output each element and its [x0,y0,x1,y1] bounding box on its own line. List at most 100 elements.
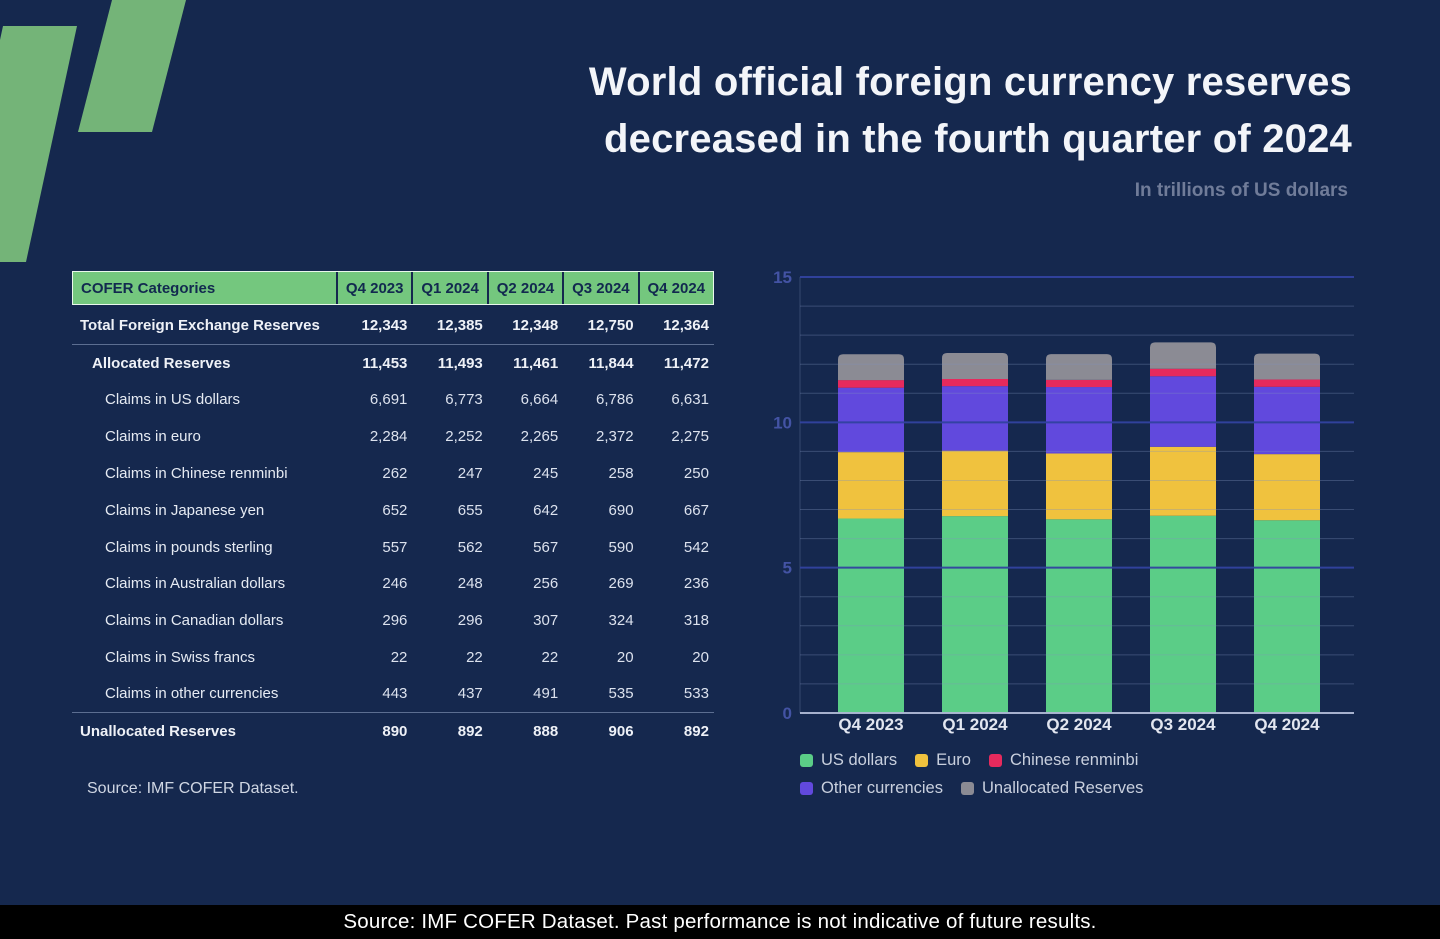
bar-segment-unallocated-reserves [1254,353,1320,380]
header-cell-quarter: Q4 2024 [637,272,713,304]
legend-item-euro: Euro [915,751,971,770]
cell-value: 6,691 [369,391,408,409]
bar-segment-other-currencies [838,387,904,453]
cell-value: 247 [457,465,483,483]
y-axis-label: 5 [783,559,792,578]
bar-segment-us-dollars [1254,520,1320,713]
cell-value: 256 [533,575,559,593]
cell-value: 12,364 [663,317,709,335]
cell-value: 6,786 [596,391,634,409]
cell-value: 690 [608,501,634,519]
bar-segment-other-currencies [1150,376,1216,447]
bar-segment-us-dollars [1046,519,1112,713]
cell-value: 567 [533,538,559,556]
cell-value: 890 [382,722,408,740]
legend-label: Euro [936,751,971,769]
table-header-row: COFER Categories Q4 2023 Q1 2024 Q2 2024 Q3 … [72,271,714,305]
table-row: Claims in Australian dollars 246 248 256 269… [72,566,714,603]
cell-value: 667 [683,501,709,519]
legend-swatch-icon [960,782,974,795]
cell-value: 262 [382,465,408,483]
bar-segment-chinese-renminbi [1254,379,1320,387]
bar-segment-other-currencies [1046,387,1112,454]
bar-segment-euro [1254,454,1320,521]
cell-value: 296 [457,612,483,630]
cell-value: 642 [533,501,559,519]
cell-value: 2,265 [520,428,559,446]
chart-legend: US dollars Euro Chinese renminbi Other curr… [800,751,1190,798]
page-subtitle: In trillions of US dollars [1134,180,1348,201]
cell-value: 307 [533,612,559,630]
header-cell-quarter: Q2 2024 [486,272,562,304]
cell-value: 562 [457,538,483,556]
row-label: Claims in other currencies [105,685,279,703]
legend-swatch-icon [988,754,1002,767]
cell-value: 22 [390,649,408,667]
cell-value: 296 [382,612,408,630]
row-label: Claims in Japanese yen [105,501,265,519]
bar-segment-unallocated-reserves [838,354,904,381]
row-label: Claims in Swiss francs [105,649,256,667]
cell-value: 491 [533,685,559,703]
cell-value: 2,372 [596,428,634,446]
cell-value: 2,275 [671,428,709,446]
header-cell-quarter: Q3 2024 [562,272,637,304]
bar-segment-euro [838,452,904,519]
page-title-line2: decreased in the fourth quarter of 2024 [604,117,1352,161]
cell-value: 6,631 [671,391,709,409]
cell-value: 906 [608,722,634,740]
cell-value: 20 [616,649,634,667]
cell-value: 6,773 [445,391,483,409]
table-row: Claims in euro 2,284 2,252 2,265 2,372 2,275 [72,418,714,455]
cell-value: 2,284 [369,428,408,446]
bar-segment-us-dollars [942,516,1008,713]
reserves-stacked-bar-chart: 0 5 10 15 Q4 2023 Q1 2024 Q2 2024 Q3 2024 Q4 202… [773,268,1354,734]
bar-segment-chinese-renminbi [942,378,1008,387]
table-row: Claims in pounds sterling 557 562 567 590 542 [72,529,714,566]
page-title-line1: World official foreign currency reserves [588,60,1352,104]
y-axis-label: 10 [773,413,792,432]
row-label: Claims in US dollars [105,391,241,409]
cell-value: 246 [382,575,408,593]
logo-mark [0,0,186,262]
x-axis-label: Q1 2024 [942,715,1008,734]
legend-label: Unallocated Reserves [981,779,1144,797]
cell-value: 11,844 [588,354,634,372]
cell-value: 557 [382,538,408,556]
bar-segment-us-dollars [838,518,904,713]
footer-text: Source: IMF COFER Dataset. Past performa… [343,910,1097,933]
y-axis-label: 0 [783,704,792,723]
cell-value: 245 [533,465,559,483]
legend-label: Other currencies [821,779,943,797]
bar-segment-us-dollars [1150,515,1216,713]
legend-item-chinese-renminbi: Chinese renminbi [988,751,1138,770]
cell-value: 542 [683,538,709,556]
table-row: Total Foreign Exchange Reserves 12,343 12,… [72,308,714,345]
cell-value: 12,385 [436,317,483,335]
legend-swatch-icon [800,782,813,795]
table-row: Claims in other currencies 443 437 491 535 53… [72,676,714,713]
table-body: Total Foreign Exchange Reserves 12,343 12,… [72,305,714,750]
row-label: Claims in Chinese renminbi [105,465,288,483]
legend-item-unallocated-reserves: Unallocated Reserves [960,779,1144,798]
table-row: Allocated Reserves 11,453 11,493 11,461 11,8… [72,345,714,382]
cell-value: 22 [541,649,559,667]
cell-value: 655 [457,501,483,519]
legend-swatch-icon [800,754,813,767]
x-axis-label: Q4 2024 [1254,715,1320,734]
bar-segment-chinese-renminbi [838,380,904,388]
table-row: Claims in Canadian dollars 296 296 307 324 31… [72,602,714,639]
header-cell-categories: COFER Categories [81,279,216,297]
cell-value: 20 [692,649,709,667]
bar-segment-euro [1046,453,1112,520]
cell-value: 2,252 [445,428,483,446]
cell-value: 892 [683,722,709,740]
bar-segment-unallocated-reserves [1046,354,1112,380]
cell-value: 652 [382,501,408,519]
cell-value: 324 [608,612,634,630]
x-axis-label: Q3 2024 [1150,715,1216,734]
legend-item-other-currencies: Other currencies [800,779,943,798]
legend-item-us-dollars: US dollars [800,751,897,770]
header-cell-quarter: Q4 2023 [336,272,411,304]
bar-segment-chinese-renminbi [1046,379,1112,388]
